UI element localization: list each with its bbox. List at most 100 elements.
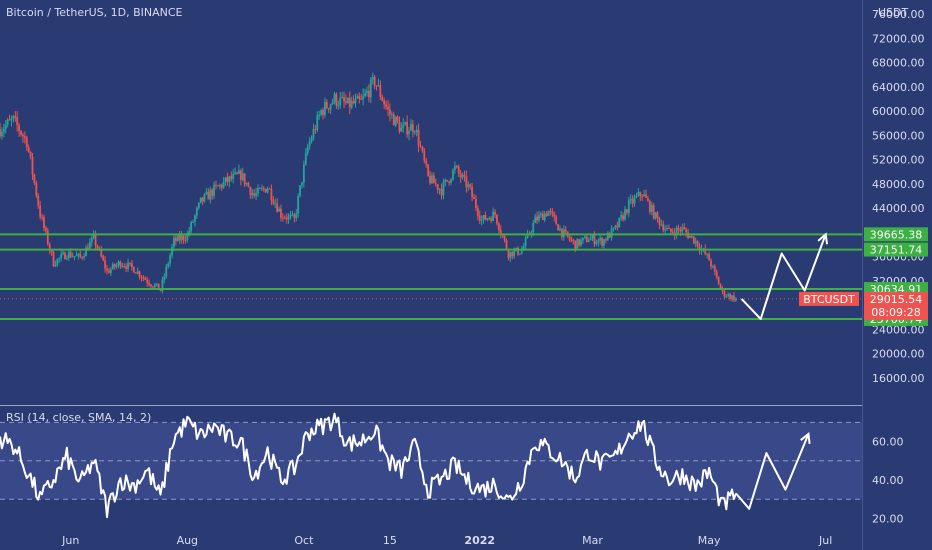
candle: [23, 131, 26, 144]
candle: [115, 262, 118, 270]
candle: [85, 245, 87, 257]
candle: [46, 227, 49, 246]
candle: [299, 185, 301, 198]
candle: [358, 92, 361, 104]
price-tick-label: 68000.00: [872, 57, 925, 70]
candle: [637, 188, 640, 198]
candle: [734, 296, 737, 303]
rsi-axis[interactable]: 20.00 40.00 60.00: [872, 436, 904, 526]
candle: [362, 88, 365, 106]
candle: [490, 216, 493, 224]
candle: [327, 107, 330, 113]
candle: [306, 143, 309, 156]
candle: [440, 183, 443, 200]
candle: [341, 91, 344, 99]
candle: [425, 157, 428, 168]
candle: [236, 171, 238, 175]
candle: [37, 192, 40, 209]
candle: [648, 199, 651, 215]
candle: [283, 215, 286, 220]
candle: [22, 132, 24, 143]
candle: [161, 276, 164, 294]
candle: [218, 183, 221, 190]
candle: [234, 167, 236, 175]
candle: [90, 233, 93, 247]
candle: [387, 100, 389, 117]
candle: [138, 270, 141, 280]
candle: [647, 195, 649, 202]
candle: [381, 94, 384, 102]
candle: [27, 144, 30, 153]
candle: [429, 170, 431, 186]
candle: [392, 112, 395, 126]
candle: [650, 201, 653, 216]
price-projection-arrow[interactable]: [740, 233, 827, 320]
candle: [690, 235, 693, 239]
candle: [715, 269, 718, 280]
candle: [56, 258, 59, 267]
candle: [64, 251, 66, 260]
candle: [130, 260, 133, 271]
candle: [132, 266, 135, 273]
rsi-projection-arrow[interactable]: [735, 433, 810, 510]
price-axis[interactable]: 16000.0020000.0024000.0028000.0032000.00…: [872, 8, 925, 385]
candle: [683, 223, 686, 230]
candle: [83, 252, 85, 261]
candle: [148, 279, 150, 287]
candle: [410, 118, 412, 131]
candle: [8, 114, 11, 121]
candle: [163, 273, 166, 284]
candle: [444, 178, 447, 187]
rsi-line: [0, 412, 737, 519]
candle: [494, 208, 496, 219]
candle: [58, 257, 61, 263]
candle: [54, 260, 57, 268]
candle: [297, 193, 300, 218]
candle: [201, 197, 204, 206]
candle: [249, 186, 252, 199]
candle: [656, 211, 659, 223]
candle: [50, 249, 53, 256]
candle: [106, 264, 108, 275]
price-tick-label: 64000.00: [872, 81, 925, 94]
candle: [729, 292, 732, 301]
candle: [511, 251, 514, 260]
candle: [641, 194, 644, 202]
candle: [281, 213, 284, 222]
candle: [620, 210, 623, 221]
candle: [694, 237, 697, 248]
candle: [377, 78, 380, 87]
candle: [136, 267, 139, 275]
candle: [178, 231, 181, 244]
candle: [44, 225, 47, 235]
candle: [557, 223, 560, 231]
candle: [6, 117, 9, 128]
candle: [295, 208, 298, 222]
candle: [266, 186, 269, 194]
candle: [371, 72, 374, 85]
candle: [260, 184, 263, 192]
candle: [434, 178, 437, 187]
time-axis[interactable]: Jun Aug Oct 15 2022 Mar May Jul: [61, 534, 832, 547]
candle: [509, 251, 512, 263]
time-tick-label: 2022: [464, 534, 495, 547]
candle: [652, 202, 655, 220]
candle: [153, 282, 156, 290]
candle: [325, 99, 328, 110]
candle: [457, 164, 460, 177]
candle: [215, 180, 217, 190]
candle: [144, 276, 147, 281]
candle: [104, 256, 107, 273]
candle: [398, 116, 401, 134]
candle: [385, 100, 387, 110]
candle: [354, 93, 357, 108]
candle: [71, 252, 74, 258]
candle: [587, 237, 590, 243]
candle: [302, 160, 305, 188]
time-tick-label: 15: [383, 534, 397, 547]
candle: [171, 243, 173, 259]
candle: [203, 193, 206, 203]
candle: [622, 212, 624, 222]
